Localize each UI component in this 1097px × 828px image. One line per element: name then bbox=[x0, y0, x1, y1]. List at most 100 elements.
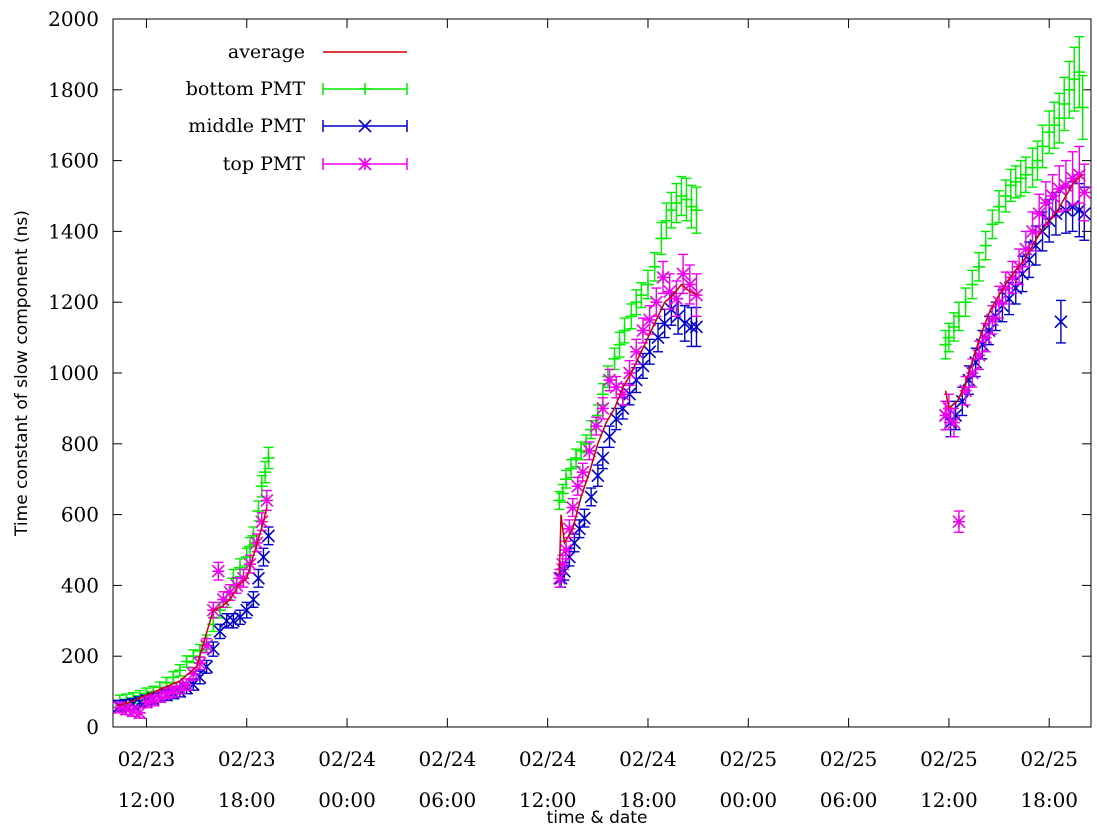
data-point bbox=[630, 296, 643, 309]
data-point bbox=[567, 536, 581, 550]
legend-label: top PMT bbox=[223, 153, 306, 175]
data-point bbox=[256, 550, 271, 564]
data-point bbox=[200, 639, 214, 653]
data-point bbox=[1054, 315, 1068, 329]
y-tick-label: 2000 bbox=[48, 7, 99, 31]
series-bottom-pmt bbox=[113, 36, 1089, 707]
y-axis: 0 200 400 600 800 1000 1200 1400 1600 1800 2000 bbox=[48, 7, 1091, 739]
data-point bbox=[261, 529, 276, 543]
data-point bbox=[966, 278, 979, 291]
data-point bbox=[559, 543, 573, 557]
data-point bbox=[556, 487, 569, 500]
x-tick-date-label: 02/25 bbox=[820, 747, 878, 771]
data-point bbox=[187, 650, 200, 663]
data-point bbox=[565, 462, 578, 475]
data-point bbox=[556, 557, 570, 571]
data-point bbox=[942, 331, 955, 344]
data-point bbox=[1048, 119, 1061, 132]
data-point bbox=[648, 260, 661, 273]
x-tick-date-label: 02/25 bbox=[1020, 747, 1078, 771]
data-point bbox=[658, 316, 672, 331]
data-point bbox=[959, 296, 972, 309]
legend-entry: average bbox=[228, 41, 407, 63]
x-tick-date-label: 02/24 bbox=[519, 747, 577, 771]
data-point bbox=[649, 295, 663, 309]
data-point bbox=[999, 190, 1012, 202]
data-point bbox=[572, 522, 586, 536]
x-tick-time-label: 18:00 bbox=[619, 788, 677, 812]
data-point bbox=[1068, 73, 1081, 86]
data-point bbox=[133, 706, 147, 720]
data-point bbox=[358, 157, 372, 171]
x-tick-time-label: 12:00 bbox=[920, 788, 978, 812]
data-point bbox=[660, 214, 673, 227]
x-tick-time-label: 00:00 bbox=[318, 788, 376, 812]
x-tick-date-label: 02/24 bbox=[419, 747, 477, 771]
data-point bbox=[560, 473, 573, 486]
legend-entry: top PMT bbox=[223, 153, 408, 175]
series-top-pmt bbox=[113, 145, 1091, 720]
data-point bbox=[240, 603, 254, 617]
data-point bbox=[618, 324, 631, 337]
y-axis-label: Time constant of slow component (ns) bbox=[12, 210, 32, 537]
data-point bbox=[636, 359, 650, 373]
x-tick-time-label: 18:00 bbox=[218, 788, 276, 812]
data-point bbox=[1036, 140, 1049, 153]
data-point bbox=[613, 338, 626, 351]
data-point bbox=[670, 197, 683, 210]
data-point bbox=[220, 614, 234, 628]
data-point bbox=[596, 451, 610, 465]
data-point bbox=[262, 451, 275, 464]
data-point bbox=[246, 592, 260, 607]
data-point bbox=[1063, 83, 1076, 96]
data-point bbox=[1025, 224, 1040, 238]
data-point bbox=[684, 320, 699, 334]
y-tick-label: 0 bbox=[86, 715, 99, 739]
data-point bbox=[602, 430, 617, 444]
data-point bbox=[1026, 161, 1039, 174]
data-point bbox=[591, 469, 605, 483]
data-point bbox=[577, 511, 592, 525]
x-tick-time-label: 06:00 bbox=[820, 788, 878, 812]
legend: average bottom PMT middle PMT top PMT bbox=[186, 41, 408, 175]
data-point bbox=[1058, 97, 1071, 110]
data-point bbox=[665, 204, 678, 217]
data-point bbox=[623, 387, 637, 401]
data-point bbox=[252, 505, 265, 518]
data-point bbox=[947, 320, 960, 333]
data-point bbox=[952, 515, 966, 529]
data-point bbox=[643, 345, 657, 359]
data-point bbox=[591, 409, 604, 422]
y-tick-label: 800 bbox=[61, 432, 99, 456]
data-point bbox=[1032, 207, 1046, 221]
x-axis: 02/23 12:00 02/23 18:00 02/24 00:00 02/24 06:00… bbox=[118, 19, 1078, 812]
y-tick-label: 1200 bbox=[48, 290, 99, 314]
x-tick-time-label: 12:00 bbox=[118, 788, 176, 812]
data-point bbox=[689, 320, 704, 334]
data-point bbox=[993, 200, 1006, 213]
data-point bbox=[1076, 101, 1089, 114]
data-point bbox=[1031, 154, 1044, 167]
series-middle-pmt bbox=[113, 181, 1091, 713]
x-tick-date-label: 02/23 bbox=[218, 747, 276, 771]
x-tick-date-label: 02/23 bbox=[118, 747, 176, 771]
y-tick-label: 1000 bbox=[48, 361, 99, 385]
data-point bbox=[1072, 168, 1086, 182]
data-point bbox=[680, 193, 693, 206]
data-point bbox=[690, 204, 703, 217]
data-point bbox=[589, 419, 603, 433]
data-point bbox=[947, 415, 961, 430]
data-point bbox=[1005, 270, 1019, 284]
data-point bbox=[635, 289, 648, 302]
x-tick-time-label: 12:00 bbox=[519, 788, 577, 812]
data-point bbox=[570, 451, 583, 464]
legend-entry: bottom PMT bbox=[186, 78, 408, 100]
legend-label: bottom PMT bbox=[186, 78, 306, 100]
data-point bbox=[234, 561, 247, 574]
data-point bbox=[571, 479, 585, 493]
y-tick-label: 600 bbox=[61, 503, 99, 527]
data-point bbox=[582, 444, 597, 458]
data-point bbox=[669, 292, 683, 306]
data-point bbox=[167, 671, 180, 684]
x-tick-date-label: 02/24 bbox=[619, 747, 677, 771]
